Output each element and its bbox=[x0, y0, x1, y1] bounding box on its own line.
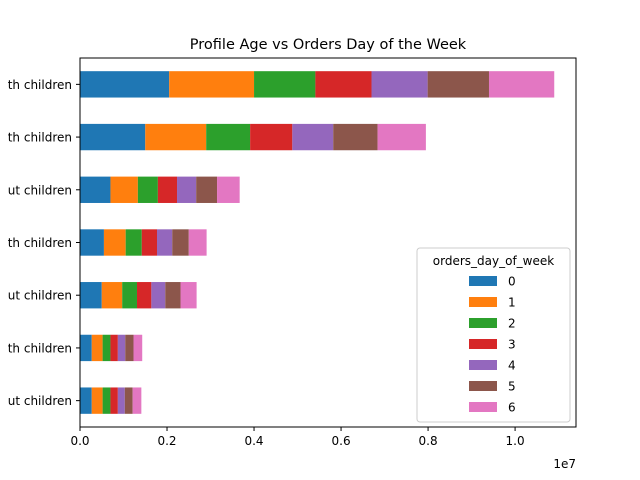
bar-segment-day-5 bbox=[125, 334, 134, 362]
x-tick-label: 0.2 bbox=[157, 434, 176, 448]
bar-segment-day-2 bbox=[102, 387, 111, 414]
bar-segment-day-5 bbox=[165, 282, 181, 309]
plot-area-frame bbox=[79, 57, 577, 428]
legend-title: orders_day_of_week bbox=[433, 254, 554, 268]
legend-box bbox=[416, 247, 571, 423]
legend-label-1: 1 bbox=[508, 296, 516, 310]
bar-segment-day-1 bbox=[91, 334, 103, 362]
legend-label-5: 5 bbox=[508, 380, 516, 394]
legend-swatch-2 bbox=[469, 318, 497, 328]
bar-segment-day-0 bbox=[80, 282, 102, 309]
bar-segment-day-3 bbox=[110, 387, 118, 414]
legend-label-0: 0 bbox=[508, 275, 516, 289]
bar-segment-day-3 bbox=[157, 176, 178, 203]
bar-segment-day-5 bbox=[172, 229, 189, 256]
bar-segment-day-3 bbox=[250, 123, 293, 151]
bar-segment-day-2 bbox=[122, 282, 137, 309]
bar-segment-day-6 bbox=[180, 282, 197, 309]
x-axis-ticks: 0.0 0.2 0.4 0.6 0.8 1.0 bbox=[70, 427, 525, 448]
bar-segment-day-1 bbox=[101, 282, 123, 309]
y-tick-label: th children bbox=[8, 131, 72, 145]
y-tick-label: th children bbox=[8, 341, 72, 355]
legend-label-4: 4 bbox=[508, 359, 516, 373]
bar-segment-day-0 bbox=[80, 229, 104, 256]
x-tick-label: 1.0 bbox=[506, 434, 525, 448]
bar-segment-day-2 bbox=[125, 229, 142, 256]
y-tick-label: th children bbox=[8, 78, 72, 92]
bar-segment-day-4 bbox=[292, 123, 334, 151]
bar-segment-day-2 bbox=[254, 71, 316, 98]
bar-segment-day-5 bbox=[196, 176, 218, 203]
legend-swatch-1 bbox=[469, 297, 497, 307]
legend-swatch-4 bbox=[469, 360, 497, 370]
bar-segment-day-0 bbox=[80, 123, 146, 151]
bar-segment-day-6 bbox=[133, 334, 143, 362]
bar-segment-day-2 bbox=[102, 334, 111, 362]
bar-segment-day-6 bbox=[377, 123, 426, 151]
bar-segment-day-2 bbox=[206, 123, 251, 151]
bar-segment-day-6 bbox=[132, 387, 142, 414]
bars-layer bbox=[80, 71, 555, 414]
x-tick-label: 0.6 bbox=[332, 434, 351, 448]
bar-segment-day-1 bbox=[103, 229, 126, 256]
bar-segment-day-4 bbox=[371, 71, 428, 98]
bar-segment-day-4 bbox=[117, 334, 126, 362]
x-axis-multiplier: 1e7 bbox=[553, 457, 576, 471]
bar-segment-day-3 bbox=[137, 282, 152, 309]
bar-segment-day-0 bbox=[80, 334, 92, 362]
bar-segment-day-1 bbox=[169, 71, 255, 98]
bar-segment-day-3 bbox=[315, 71, 372, 98]
y-tick-label: ut children bbox=[8, 394, 72, 408]
legend-swatch-6 bbox=[469, 402, 497, 412]
legend-swatch-3 bbox=[469, 339, 497, 349]
bar-segment-day-5 bbox=[333, 123, 378, 151]
bar-segment-day-1 bbox=[145, 123, 207, 151]
bar-segment-day-6 bbox=[188, 229, 207, 256]
legend-swatch-0 bbox=[469, 276, 497, 286]
bar-segment-day-3 bbox=[141, 229, 158, 256]
x-tick-label: 0.4 bbox=[244, 434, 263, 448]
legend-label-3: 3 bbox=[508, 338, 516, 352]
bar-segment-day-4 bbox=[177, 176, 197, 203]
bar-segment-day-3 bbox=[110, 334, 118, 362]
legend-swatch-5 bbox=[469, 381, 497, 391]
chart-title: Profile Age vs Orders Day of the Week bbox=[190, 37, 467, 53]
bar-segment-day-5 bbox=[427, 71, 489, 98]
bar-segment-day-6 bbox=[488, 71, 555, 98]
x-tick-label: 0.0 bbox=[70, 434, 89, 448]
bar-segment-day-4 bbox=[151, 282, 166, 309]
bar-segment-day-0 bbox=[80, 387, 92, 414]
bar-segment-day-2 bbox=[137, 176, 158, 203]
legend: orders_day_of_week 0 1 2 3 4 5 6 bbox=[416, 247, 571, 423]
bar-segment-day-5 bbox=[124, 387, 133, 414]
bar-segment-day-6 bbox=[217, 176, 240, 203]
y-tick-label: th children bbox=[8, 236, 72, 250]
bar-segment-day-4 bbox=[117, 387, 125, 414]
x-tick-label: 0.8 bbox=[419, 434, 438, 448]
bar-segment-day-0 bbox=[80, 176, 111, 203]
y-tick-label: ut children bbox=[8, 183, 72, 197]
legend-label-6: 6 bbox=[508, 401, 516, 415]
bar-segment-day-4 bbox=[157, 229, 173, 256]
y-tick-label: ut children bbox=[8, 289, 72, 303]
bar-segment-day-0 bbox=[80, 71, 170, 98]
y-axis-ticks: th children th children ut children th chil… bbox=[8, 78, 80, 408]
bar-segment-day-1 bbox=[110, 176, 138, 203]
legend-label-2: 2 bbox=[508, 317, 516, 331]
bar-segment-day-1 bbox=[91, 387, 103, 414]
